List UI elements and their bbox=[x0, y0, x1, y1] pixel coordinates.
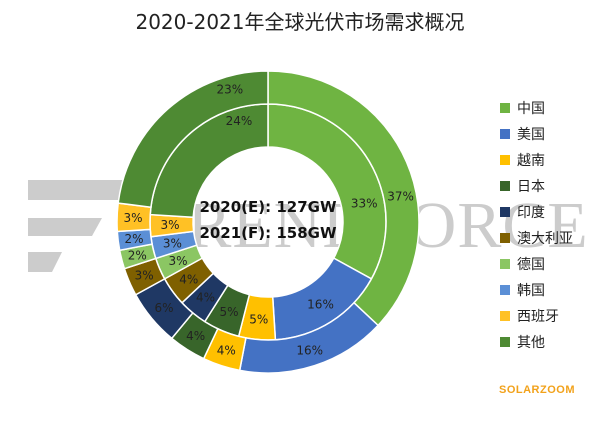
legend-swatch bbox=[500, 103, 510, 113]
inner-slice-label-2: 5% bbox=[249, 313, 268, 327]
legend-label: 西班牙 bbox=[517, 309, 559, 325]
center-total-2021: 2021(F): 158GW bbox=[199, 224, 337, 242]
legend-item: 美国 bbox=[500, 121, 573, 147]
legend-item: 日本 bbox=[500, 173, 573, 199]
legend-label: 德国 bbox=[517, 257, 545, 273]
chart-title: 2020-2021年全球光伏市场需求概况 bbox=[135, 10, 465, 34]
legend-swatch bbox=[500, 129, 510, 139]
legend-item: 越南 bbox=[500, 147, 573, 173]
outer-slice-label-7: 2% bbox=[125, 232, 144, 246]
inner-slice-label-5: 4% bbox=[179, 273, 198, 287]
legend-label: 日本 bbox=[517, 179, 545, 195]
outer-slice-label-3: 4% bbox=[186, 329, 205, 343]
legend-swatch bbox=[500, 259, 510, 269]
inner-slice-label-4: 4% bbox=[196, 291, 215, 305]
legend-label: 韩国 bbox=[517, 283, 545, 299]
legend-label: 印度 bbox=[517, 205, 545, 221]
inner-slice-label-1: 16% bbox=[307, 298, 334, 312]
legend-item: 西班牙 bbox=[500, 303, 573, 329]
legend-swatch bbox=[500, 233, 510, 243]
outer-slice-label-9: 23% bbox=[217, 82, 244, 96]
inner-slice-label-6: 3% bbox=[169, 254, 188, 268]
legend-swatch bbox=[500, 285, 510, 295]
legend-item: 澳大利亚 bbox=[500, 225, 573, 251]
legend-label: 越南 bbox=[517, 153, 545, 169]
legend-item: 印度 bbox=[500, 199, 573, 225]
inner-slice-label-9: 24% bbox=[226, 114, 253, 128]
legend-item: 中国 bbox=[500, 95, 573, 121]
inner-slice-label-8: 3% bbox=[161, 218, 180, 232]
outer-slice-label-6: 2% bbox=[128, 249, 147, 263]
legend-label: 其他 bbox=[517, 335, 545, 351]
outer-slice-label-5: 3% bbox=[135, 269, 154, 283]
outer-ring-2021 bbox=[116, 70, 420, 374]
legend-label: 澳大利亚 bbox=[517, 231, 573, 247]
legend-label: 中国 bbox=[517, 101, 545, 117]
legend-label: 美国 bbox=[517, 127, 545, 143]
outer-slice-9 bbox=[117, 70, 269, 209]
inner-slice-label-7: 3% bbox=[163, 236, 182, 250]
legend-swatch bbox=[500, 207, 510, 217]
outer-slice-label-4: 6% bbox=[154, 301, 173, 315]
legend-swatch bbox=[500, 181, 510, 191]
slice-labels: 33% 16% 5% 5% 4% 4% 3% 3% 3% 24% 37% 16% 4% 4% 6% 3% 2% 2… bbox=[124, 82, 414, 357]
outer-slice-label-8: 3% bbox=[124, 211, 143, 225]
outer-slice-label-1: 16% bbox=[296, 343, 323, 357]
legend-swatch bbox=[500, 155, 510, 165]
center-total-2020: 2020(E): 127GW bbox=[199, 198, 337, 216]
legend: 中国美国越南日本印度澳大利亚德国韩国西班牙其他 bbox=[500, 95, 573, 355]
inner-slice-label-3: 5% bbox=[220, 305, 239, 319]
inner-ring-2020 bbox=[149, 103, 387, 341]
legend-item: 韩国 bbox=[500, 277, 573, 303]
legend-item: 德国 bbox=[500, 251, 573, 277]
legend-item: 其他 bbox=[500, 329, 573, 355]
outer-slice-label-0: 37% bbox=[387, 189, 414, 203]
legend-swatch bbox=[500, 337, 510, 347]
legend-swatch bbox=[500, 311, 510, 321]
source-label: SOLARZOOM bbox=[499, 384, 575, 396]
outer-slice-label-2: 4% bbox=[217, 343, 236, 357]
inner-slice-label-0: 33% bbox=[351, 196, 378, 210]
